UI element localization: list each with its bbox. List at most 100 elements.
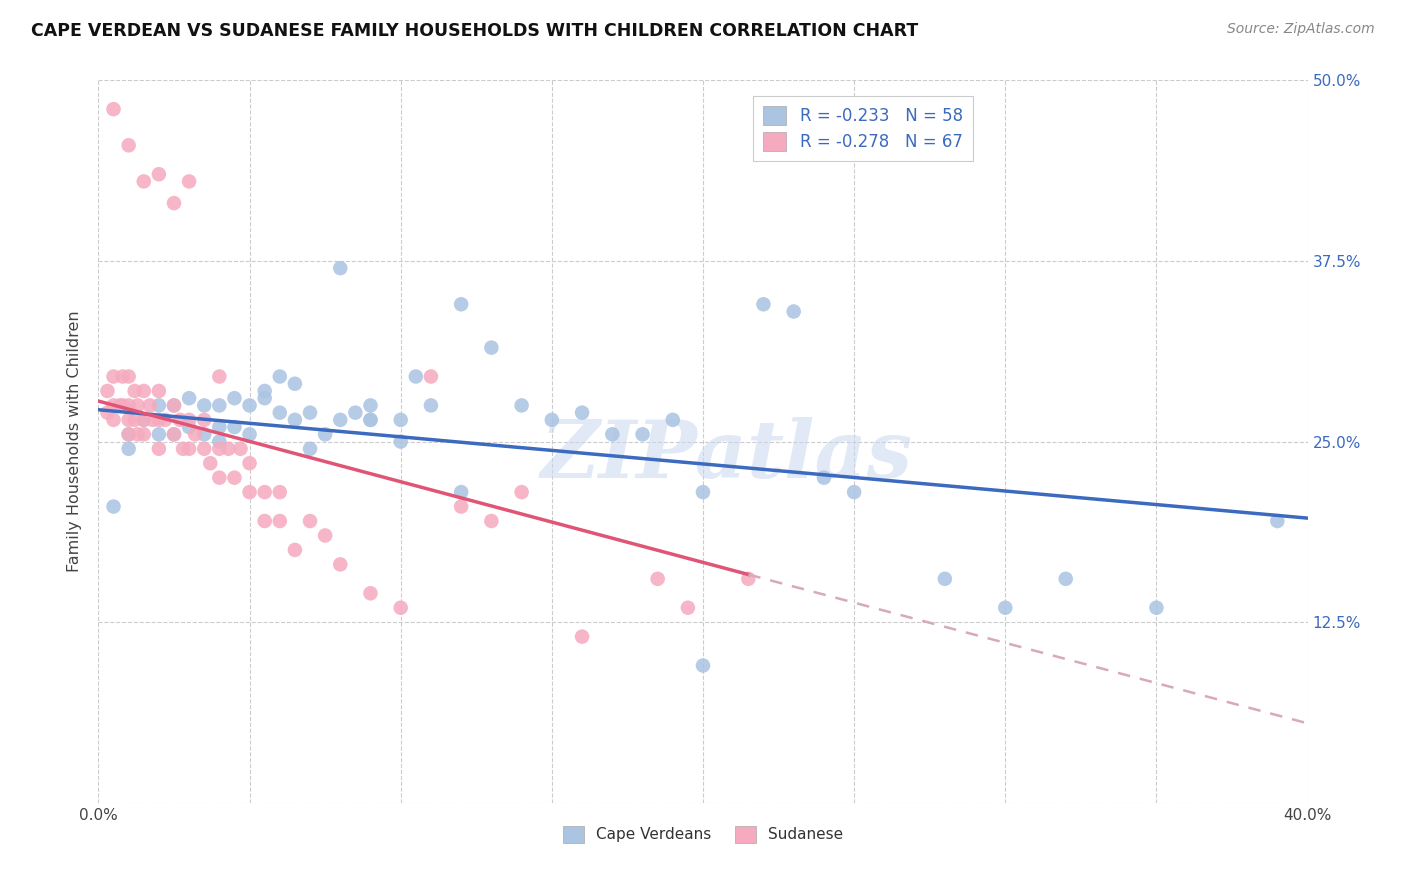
Point	[111, 369, 134, 384]
Point	[571, 630, 593, 644]
Point	[253, 384, 276, 398]
Point	[647, 572, 669, 586]
Point	[124, 384, 146, 398]
Point	[481, 514, 503, 528]
Point	[103, 500, 125, 514]
Point	[692, 485, 714, 500]
Point	[329, 261, 352, 276]
Point	[127, 427, 149, 442]
Point	[752, 297, 775, 311]
Point	[631, 427, 654, 442]
Point	[208, 434, 231, 449]
Point	[360, 398, 382, 412]
Point	[344, 406, 367, 420]
Point	[405, 369, 427, 384]
Point	[420, 398, 443, 412]
Point	[571, 406, 593, 420]
Point	[163, 398, 186, 412]
Point	[299, 442, 322, 456]
Point	[269, 369, 291, 384]
Point	[103, 413, 125, 427]
Point	[329, 413, 352, 427]
Point	[269, 406, 291, 420]
Point	[132, 384, 155, 398]
Point	[284, 376, 307, 391]
Point	[844, 485, 866, 500]
Point	[783, 304, 806, 318]
Point	[253, 514, 276, 528]
Point	[118, 427, 141, 442]
Point	[132, 427, 155, 442]
Point	[193, 427, 215, 442]
Point	[510, 398, 533, 412]
Point	[208, 398, 231, 412]
Point	[111, 398, 134, 412]
Point	[103, 102, 125, 116]
Point	[217, 442, 239, 456]
Point	[450, 485, 472, 500]
Point	[737, 572, 759, 586]
Point	[389, 600, 412, 615]
Point	[450, 297, 472, 311]
Point	[148, 427, 170, 442]
Point	[314, 427, 336, 442]
Point	[239, 456, 262, 470]
Point	[179, 413, 201, 427]
Point	[299, 514, 322, 528]
Point	[540, 413, 562, 427]
Point	[172, 442, 194, 456]
Point	[224, 470, 246, 484]
Point	[127, 398, 149, 412]
Point	[994, 600, 1017, 615]
Point	[269, 514, 291, 528]
Point	[208, 470, 231, 484]
Point	[813, 470, 835, 484]
Point	[118, 369, 141, 384]
Text: CAPE VERDEAN VS SUDANESE FAMILY HOUSEHOLDS WITH CHILDREN CORRELATION CHART: CAPE VERDEAN VS SUDANESE FAMILY HOUSEHOL…	[31, 22, 918, 40]
Point	[118, 413, 141, 427]
Text: Source: ZipAtlas.com: Source: ZipAtlas.com	[1227, 22, 1375, 37]
Point	[200, 456, 222, 470]
Point	[132, 413, 155, 427]
Point	[208, 442, 231, 456]
Point	[229, 442, 252, 456]
Point	[148, 167, 170, 181]
Point	[284, 542, 307, 557]
Point	[360, 413, 382, 427]
Point	[450, 500, 472, 514]
Point	[208, 369, 231, 384]
Point	[360, 586, 382, 600]
Point	[1054, 572, 1077, 586]
Point	[389, 413, 412, 427]
Point	[132, 174, 155, 188]
Point	[284, 413, 307, 427]
Point	[253, 391, 276, 405]
Point	[103, 398, 125, 412]
Point	[139, 398, 162, 412]
Legend: Cape Verdeans, Sudanese: Cape Verdeans, Sudanese	[557, 820, 849, 849]
Point	[184, 427, 207, 442]
Point	[692, 658, 714, 673]
Point	[163, 398, 186, 412]
Point	[676, 600, 699, 615]
Point	[360, 413, 382, 427]
Point	[179, 391, 201, 405]
Point	[510, 485, 533, 500]
Point	[103, 369, 125, 384]
Point	[239, 398, 262, 412]
Point	[179, 174, 201, 188]
Point	[153, 413, 176, 427]
Point	[148, 384, 170, 398]
Point	[193, 398, 215, 412]
Point	[253, 485, 276, 500]
Point	[179, 442, 201, 456]
Point	[118, 398, 141, 412]
Point	[299, 406, 322, 420]
Point	[118, 427, 141, 442]
Point	[239, 427, 262, 442]
Point	[163, 196, 186, 211]
Point	[142, 413, 165, 427]
Point	[224, 391, 246, 405]
Point	[118, 442, 141, 456]
Point	[96, 406, 118, 420]
